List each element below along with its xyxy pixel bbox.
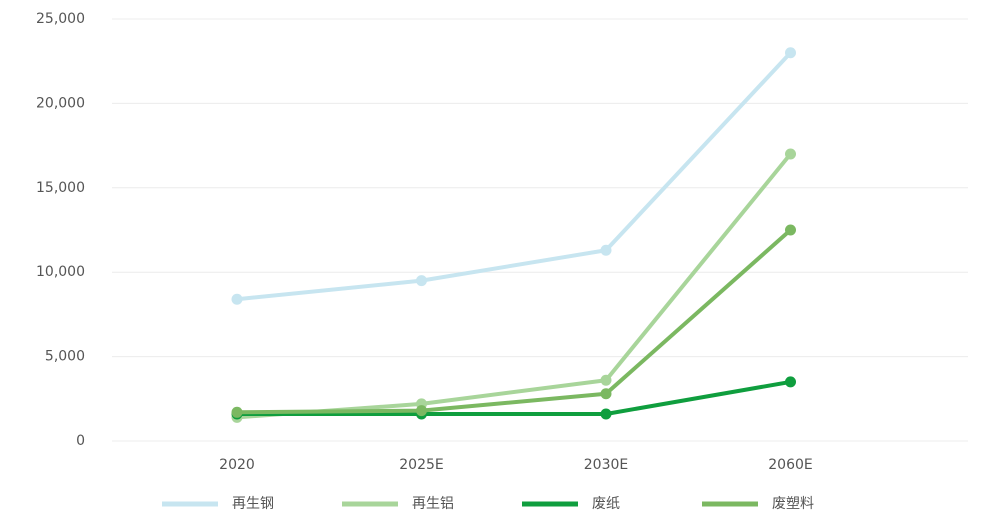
data-point (416, 275, 427, 287)
legend-label: 再生铝 (412, 496, 454, 512)
series-line (236, 152, 793, 420)
series-line (237, 379, 791, 416)
x-tick-label: 2025E (399, 457, 443, 473)
data-point (416, 405, 427, 417)
series-line (236, 51, 792, 302)
x-tick-label: 2020 (219, 457, 255, 473)
data-point (600, 408, 612, 420)
data-point (600, 244, 612, 256)
data-point (785, 224, 796, 236)
y-tick-label: 25,000 (36, 11, 85, 27)
x-tick-label: 2030E (584, 457, 628, 473)
data-point (785, 376, 796, 388)
x-tick-label: 2060E (768, 457, 812, 473)
data-point (231, 293, 243, 305)
data-point (785, 148, 796, 160)
data-point (600, 388, 612, 400)
data-point (231, 406, 243, 418)
legend-label: 再生钢 (232, 496, 274, 512)
data-point (600, 374, 612, 386)
y-tick-label: 20,000 (36, 95, 85, 111)
data-point (785, 47, 796, 59)
series-line (236, 228, 792, 415)
y-tick-label: 5,000 (45, 349, 85, 365)
y-tick-label: 10,000 (36, 264, 85, 280)
legend-label: 废塑料 (772, 496, 814, 512)
y-tick-label: 0 (76, 433, 85, 449)
legend-label: 废纸 (592, 496, 620, 512)
y-tick-label: 15,000 (36, 180, 85, 196)
